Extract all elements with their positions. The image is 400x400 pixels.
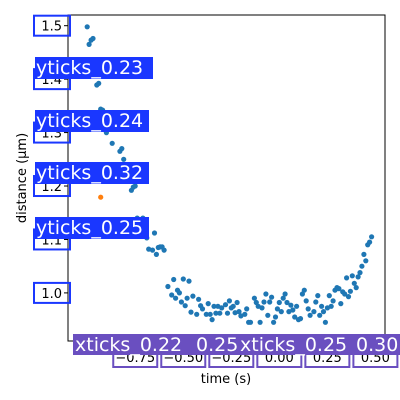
data-point-s0-101 <box>304 298 309 303</box>
data-point-s0-46 <box>188 310 193 315</box>
data-point-s0-30 <box>154 252 159 257</box>
data-point-s0-53 <box>206 301 211 306</box>
data-point-s0-104 <box>311 309 316 314</box>
data-point-s0-126 <box>354 285 359 290</box>
data-point-s0-61 <box>223 302 228 307</box>
data-point-s0-87 <box>277 300 282 305</box>
data-point-s0-121 <box>344 275 349 280</box>
data-point-s0-0 <box>85 24 90 29</box>
data-point-s0-102 <box>306 306 311 311</box>
data-point-s0-3 <box>90 36 95 41</box>
annotation-yticks-4: yticks_0.25 <box>36 217 143 239</box>
data-point-s0-107 <box>317 313 322 318</box>
data-point-s0-88 <box>279 309 284 314</box>
data-point-s0-35 <box>165 284 170 289</box>
annotation-yticks-2: yticks_0.24 <box>36 110 143 132</box>
data-point-s0-80 <box>263 291 268 296</box>
data-point-s0-110 <box>323 320 328 325</box>
data-point-s0-98 <box>298 316 303 321</box>
data-point-s0-118 <box>338 301 343 306</box>
data-point-s0-94 <box>290 307 295 312</box>
data-point-s0-105 <box>313 299 318 304</box>
data-point-s0-114 <box>331 298 336 303</box>
data-point-s0-54 <box>208 312 213 317</box>
annotation-xticks-2b: 0.30 <box>356 334 398 356</box>
data-point-s0-100 <box>302 288 307 293</box>
data-point-s0-96 <box>294 304 299 309</box>
data-point-s0-37 <box>171 277 176 282</box>
y-tick-label-5: 1.5 <box>41 20 62 35</box>
data-point-s0-62 <box>225 311 230 316</box>
data-point-s0-41 <box>179 299 184 304</box>
data-point-s0-84 <box>271 320 276 325</box>
x-axis-label: time (s) <box>201 372 251 387</box>
annotation-xticks-2: xticks_0.25 <box>240 334 347 356</box>
data-point-s0-38 <box>173 296 178 301</box>
y-axis-label: distance (μm) <box>15 133 30 223</box>
annotation-yticks-3: yticks_0.32 <box>36 162 143 184</box>
data-point-s0-67 <box>235 300 240 305</box>
data-point-s0-48 <box>194 312 199 317</box>
data-point-s0-133 <box>367 240 372 245</box>
data-point-s1-0 <box>98 195 103 200</box>
data-point-s0-123 <box>348 289 353 294</box>
data-point-s0-128 <box>357 270 362 275</box>
data-point-s0-63 <box>227 298 232 303</box>
data-point-s0-130 <box>361 252 366 257</box>
data-point-s0-70 <box>242 312 247 317</box>
data-point-s0-109 <box>321 309 326 314</box>
data-point-s0-47 <box>190 294 195 299</box>
data-point-s0-45 <box>186 279 191 284</box>
data-point-s0-29 <box>152 230 157 235</box>
data-point-s0-6 <box>96 81 101 86</box>
data-point-s0-81 <box>265 313 270 318</box>
data-point-s0-134 <box>369 234 374 239</box>
data-point-s0-55 <box>210 317 215 322</box>
data-point-s0-129 <box>359 264 364 269</box>
data-point-s0-78 <box>259 305 264 310</box>
data-point-s0-11 <box>110 141 115 146</box>
data-point-s0-79 <box>261 299 266 304</box>
data-point-s0-93 <box>288 303 293 308</box>
data-point-s0-28 <box>150 248 155 253</box>
data-point-s0-131 <box>363 258 368 263</box>
data-point-s0-34 <box>162 248 167 253</box>
data-point-s0-59 <box>217 311 222 316</box>
data-point-s0-90 <box>283 291 288 296</box>
data-point-s0-108 <box>319 304 324 309</box>
data-point-s0-113 <box>329 304 334 309</box>
y-tick-label-0: 1.0 <box>41 287 62 302</box>
data-point-s0-112 <box>327 293 332 298</box>
data-point-s0-82 <box>267 299 272 304</box>
data-point-s0-85 <box>273 314 278 319</box>
data-point-s0-103 <box>308 313 313 318</box>
data-point-s0-14 <box>119 146 124 151</box>
data-point-s0-42 <box>181 276 186 281</box>
data-point-s0-65 <box>231 304 236 309</box>
data-point-s0-51 <box>200 306 205 311</box>
data-point-s0-83 <box>269 295 274 300</box>
data-point-s0-20 <box>133 183 138 188</box>
data-point-s0-40 <box>177 290 182 295</box>
data-point-s0-43 <box>183 303 188 308</box>
data-point-s0-124 <box>350 273 355 278</box>
data-point-s0-77 <box>258 320 263 325</box>
data-point-s0-73 <box>248 320 253 325</box>
annotation-yticks-1: yticks_0.23 <box>36 57 143 79</box>
data-point-s0-44 <box>185 296 190 301</box>
annotation-xticks-1: xticks_0.22 <box>75 334 182 356</box>
data-point-s0-71 <box>244 306 249 311</box>
annotation-xticks-1b: 0.25 <box>196 334 238 356</box>
data-point-s0-122 <box>346 294 351 299</box>
data-point-s0-49 <box>196 297 201 302</box>
data-point-s0-106 <box>315 293 320 298</box>
